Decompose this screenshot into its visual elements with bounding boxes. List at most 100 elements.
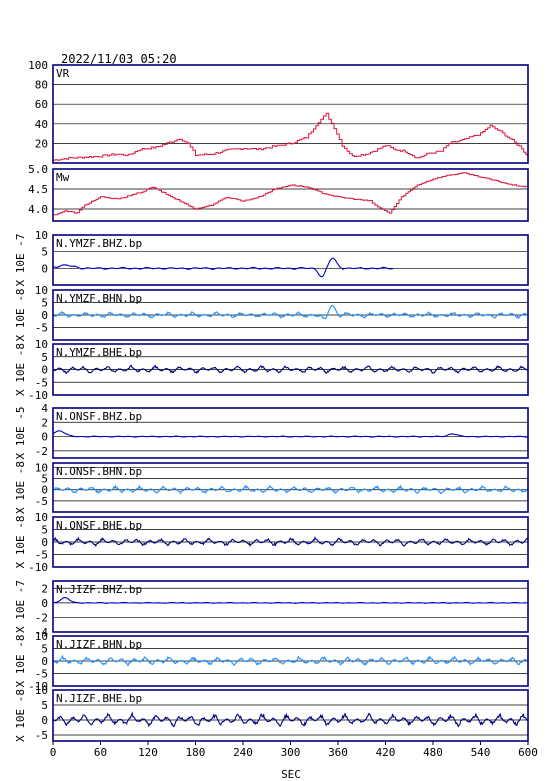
y-tick-label: 100 bbox=[28, 59, 48, 72]
panel-frame bbox=[52, 343, 529, 396]
y-tick-label: 10 bbox=[35, 684, 48, 697]
x-tick-label: 600 bbox=[518, 746, 538, 759]
panel-frame bbox=[52, 462, 529, 513]
y-axis-unit-label: X 10E -8 bbox=[14, 343, 27, 396]
y-tick-label: 10 bbox=[35, 511, 48, 524]
x-tick-label: 60 bbox=[94, 746, 107, 759]
x-tick-label: 360 bbox=[328, 746, 348, 759]
x-tick-label: 540 bbox=[471, 746, 491, 759]
y-tick-label: 4 bbox=[41, 402, 48, 415]
x-tick-label: 480 bbox=[423, 746, 443, 759]
y-tick-label: 10 bbox=[35, 461, 48, 474]
y-tick-label: 10 bbox=[35, 338, 48, 351]
series-line bbox=[53, 112, 529, 161]
x-tick-label: 240 bbox=[233, 746, 253, 759]
y-tick-label: 0 bbox=[41, 536, 48, 549]
series-line bbox=[52, 711, 529, 728]
panel-frame bbox=[52, 407, 529, 459]
panel-label: N.ONSF.BHZ.bp bbox=[56, 410, 142, 423]
panel-6: -20 24 N.ONSF.BHZ.bp X 10E -5 bbox=[14, 402, 529, 460]
series-line bbox=[52, 430, 529, 438]
x-tick-label: 300 bbox=[281, 746, 301, 759]
y-axis-unit-label: X 10E -5 bbox=[14, 407, 27, 460]
panel-label: VR bbox=[56, 67, 70, 80]
y-tick-label: -2 bbox=[35, 445, 48, 458]
y-axis-unit-label: X 10E -8 bbox=[14, 289, 27, 342]
x-axis: 0 60 120 180 240 300 360 420 480 540 600 bbox=[50, 741, 538, 759]
panel-1: 20 40 60 80 100 VR bbox=[28, 59, 529, 164]
y-tick-label: 5 bbox=[41, 699, 48, 712]
y-axis-unit-label: X 10E -7 bbox=[14, 580, 27, 633]
y-tick-label: 5 bbox=[41, 246, 48, 259]
y-tick-label: 5 bbox=[41, 643, 48, 656]
panel-frame bbox=[52, 289, 529, 341]
chart-datetime: 2022/11/03 05:20 bbox=[61, 52, 177, 66]
y-tick-label: 5 bbox=[41, 351, 48, 364]
y-axis-unit-label: X 10E -7 bbox=[14, 234, 27, 287]
x-tick-label: 420 bbox=[376, 746, 396, 759]
y-axis-unit-label: X 10E -8 bbox=[14, 516, 27, 569]
y-tick-label: 40 bbox=[35, 118, 48, 131]
y-tick-label: -5 bbox=[35, 549, 48, 562]
panel-frame bbox=[52, 516, 529, 568]
y-tick-label: 2 bbox=[41, 416, 48, 429]
y-tick-label: -10 bbox=[28, 561, 48, 574]
x-tick-label: 180 bbox=[186, 746, 206, 759]
y-tick-label: 0 bbox=[41, 714, 48, 727]
y-tick-label: 5 bbox=[41, 473, 48, 486]
x-tick-label: 0 bbox=[50, 746, 57, 759]
panel-label: N.ONSF.BHE.bp bbox=[56, 519, 142, 532]
x-tick-label: 120 bbox=[138, 746, 158, 759]
y-tick-label: 2 bbox=[41, 582, 48, 595]
y-tick-label: -5 bbox=[35, 495, 48, 508]
panel-frame bbox=[52, 168, 529, 222]
y-tick-label: 0 bbox=[41, 309, 48, 322]
y-tick-label: 4.5 bbox=[28, 183, 48, 196]
y-tick-label: 10 bbox=[35, 229, 48, 242]
panel-11: -5 0 5 10 N.JIZF.BHE.bp X 10E -8 bbox=[14, 684, 529, 742]
y-tick-label: -4 bbox=[35, 626, 49, 639]
y-tick-label: 4.0 bbox=[28, 203, 48, 216]
y-axis-unit-label: X 10E -8 bbox=[14, 689, 27, 742]
y-axis-unit-label: X 10E -8 bbox=[14, 461, 27, 514]
y-tick-label: -10 bbox=[28, 389, 48, 402]
y-tick-label: -5 bbox=[35, 668, 48, 681]
panels-group: 20406080100VR4.04.55.0Mw0510N.YMZF.BHZ.b… bbox=[14, 59, 529, 742]
y-tick-label: 0 bbox=[41, 431, 48, 444]
y-tick-label: 10 bbox=[35, 284, 48, 297]
y-tick-label: 5 bbox=[41, 524, 48, 537]
panel-label: N.JIZF.BHZ.bp bbox=[56, 583, 142, 596]
panel-frame bbox=[52, 234, 529, 286]
y-tick-label: 10 bbox=[35, 630, 48, 643]
panel-label: N.ONSF.BHN.bp bbox=[56, 465, 142, 478]
panel-2: 4.0 4.5 5.0 Mw bbox=[28, 163, 529, 222]
y-tick-label: -5 bbox=[35, 322, 48, 335]
y-tick-label: 0 bbox=[41, 597, 48, 610]
panel-frame bbox=[52, 635, 529, 687]
y-tick-label: -5 bbox=[35, 376, 48, 389]
panel-3: 0 5 10 N.YMZF.BHZ.bp X 10E -7 bbox=[14, 229, 529, 287]
y-tick-label: 60 bbox=[35, 98, 48, 111]
series-line bbox=[52, 654, 529, 667]
panel-label: N.JIZF.BHE.bp bbox=[56, 692, 142, 705]
y-tick-label: 80 bbox=[35, 79, 48, 92]
panel-frame bbox=[52, 64, 529, 164]
panel-label: N.YMZF.BHN.bp bbox=[56, 292, 142, 305]
series-line bbox=[52, 304, 529, 320]
y-tick-label: -5 bbox=[35, 729, 48, 742]
y-tick-label: 0 bbox=[41, 262, 48, 275]
series-line bbox=[52, 484, 529, 495]
x-axis-label: SEC bbox=[281, 768, 301, 781]
y-tick-label: 5.0 bbox=[28, 163, 48, 176]
panel-label: Mw bbox=[56, 171, 70, 184]
y-tick-label: -10 bbox=[28, 680, 48, 693]
y-tick-label: 5 bbox=[41, 297, 48, 310]
y-tick-label: -2 bbox=[35, 611, 48, 624]
panel-9: -4 -20 2 N.JIZF.BHZ.bp X 10E -7 bbox=[14, 580, 529, 639]
